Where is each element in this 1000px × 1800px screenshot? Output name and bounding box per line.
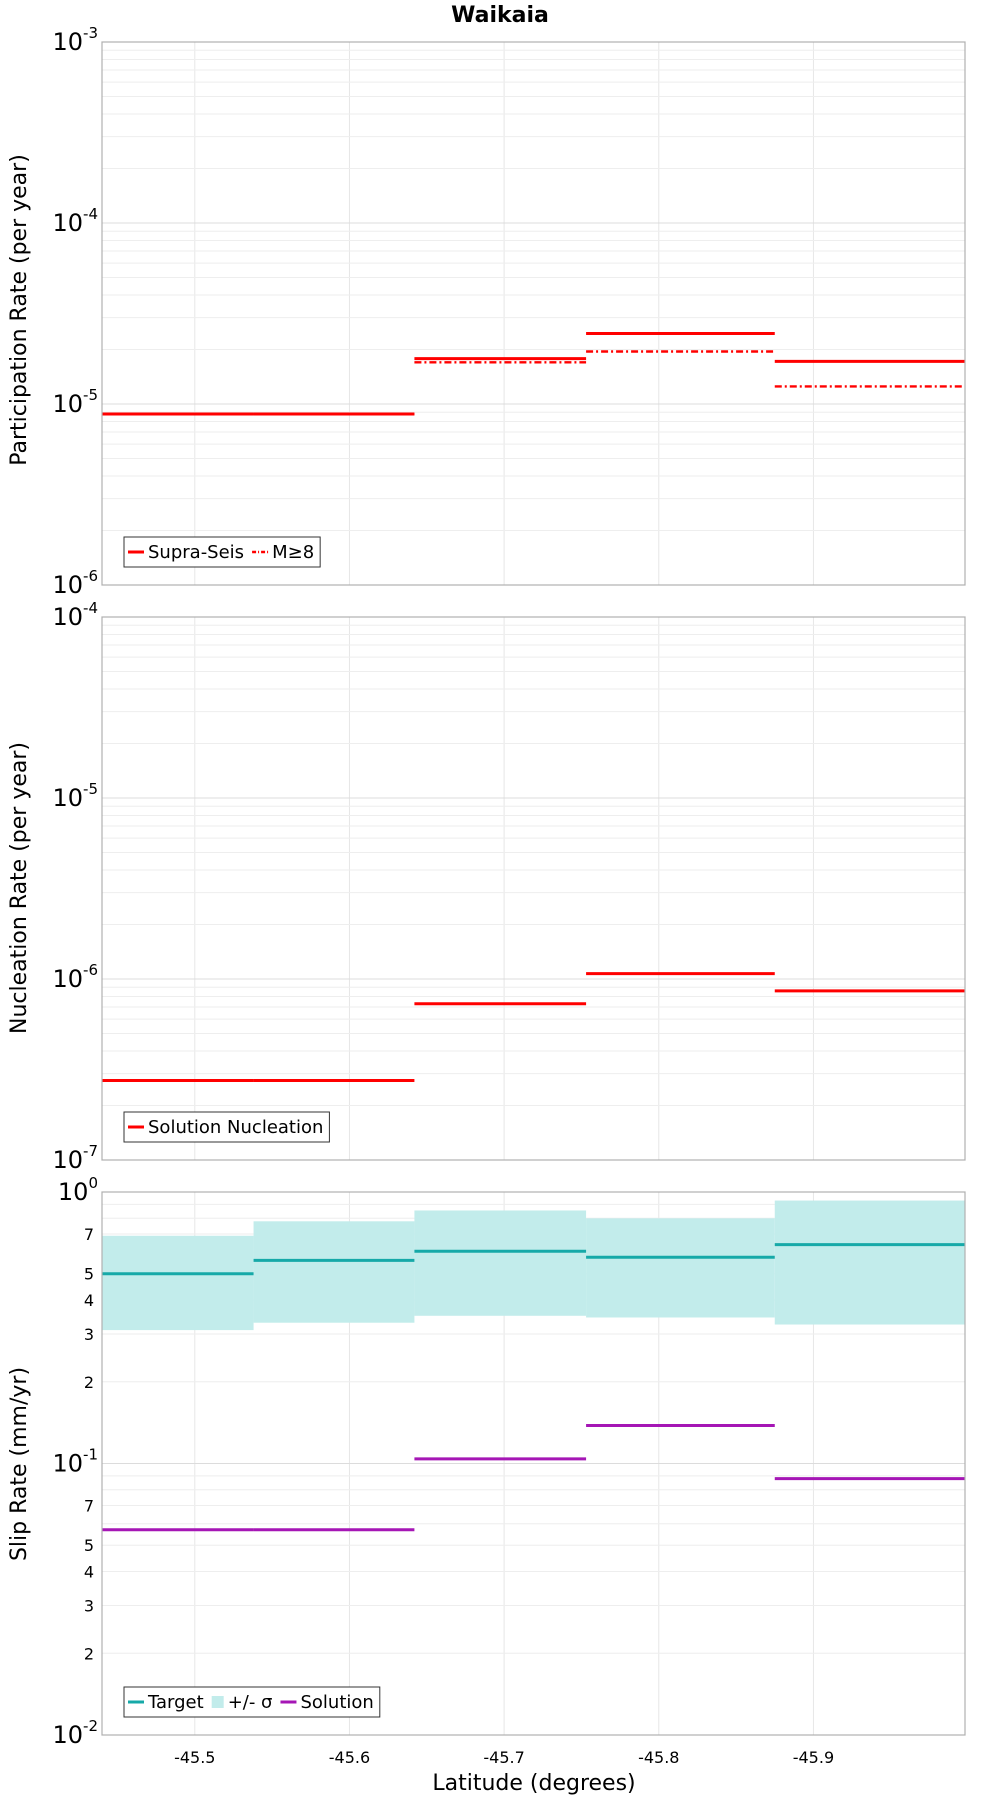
y-tick-label: 10-4	[52, 205, 98, 237]
nucleation-y-axis-label: Nucleation Rate (per year)	[7, 742, 32, 1034]
y-tick-label: 10-5	[52, 386, 98, 418]
x-axis-label: Latitude (degrees)	[432, 1771, 635, 1796]
y-minor-tick-label: 4	[84, 1291, 94, 1310]
participation-legend: Supra-Seis M≥8	[123, 536, 321, 568]
legend-box	[123, 1686, 381, 1718]
legend-label: Target	[147, 1692, 204, 1713]
x-tick-label: -45.5	[174, 1748, 215, 1767]
participation-data	[102, 332, 965, 416]
slip-x-ticks: -45.5 -45.6 -45.7 -45.8 -45.9	[174, 1748, 834, 1767]
y-tick-label: 10-7	[52, 1142, 98, 1174]
participation-rate-panel: 10-6 10-5 10-4 10-3 Participation Rate (per…	[7, 24, 966, 599]
sigma-band	[414, 1210, 587, 1316]
y-tick-label: 100	[58, 1174, 98, 1206]
nucleation-rate-panel: 10-7 10-6 10-5 10-4 Nucleation Rate (per ye…	[7, 599, 966, 1174]
legend-label: Solution Nucleation	[148, 1117, 323, 1138]
y-minor-tick-label: 7	[84, 1497, 94, 1516]
slip-legend: Target +/- σ Solution	[123, 1686, 381, 1718]
x-tick-label: -45.9	[793, 1748, 834, 1767]
y-minor-tick-label: 3	[84, 1325, 94, 1344]
y-tick-label: 10-5	[52, 780, 98, 812]
y-tick-label: 10-1	[52, 1446, 98, 1478]
sigma-band	[586, 1218, 775, 1318]
nucleation-plot-frame	[101, 616, 966, 1161]
y-tick-label: 10-4	[52, 599, 98, 631]
legend-box	[123, 1111, 330, 1143]
legend-label: +/- σ	[228, 1692, 273, 1713]
legend-swatch	[211, 1696, 224, 1708]
y-minor-tick-label: 2	[84, 1644, 94, 1663]
y-tick-label: 10-6	[52, 961, 98, 993]
y-tick-label: 10-6	[52, 567, 98, 599]
nucleation-y-ticks: 10-7 10-6 10-5 10-4	[52, 599, 98, 1174]
sigma-band	[102, 1235, 254, 1331]
chart-title: Waikaia	[451, 3, 549, 28]
y-minor-tick-label: 4	[84, 1563, 94, 1582]
y-minor-tick-label: 5	[84, 1536, 94, 1555]
legend-label: Solution	[300, 1692, 373, 1713]
legend-box	[123, 536, 321, 568]
sigma-band	[253, 1221, 415, 1323]
y-minor-tick-label: 5	[84, 1265, 94, 1284]
x-tick-label: -45.8	[638, 1748, 679, 1767]
y-minor-tick-label: 3	[84, 1596, 94, 1615]
nucleation-legend: Solution Nucleation	[123, 1111, 330, 1143]
participation-plot-frame	[101, 41, 966, 586]
sigma-band	[774, 1200, 965, 1325]
y-minor-tick-label: 2	[84, 1373, 94, 1392]
x-tick-label: -45.7	[483, 1748, 524, 1767]
slip-plot-frame	[101, 1191, 966, 1736]
nucleation-grid	[102, 617, 965, 1161]
y-tick-label: 10-2	[52, 1717, 98, 1749]
slip-y-ticks: 10-2 10-1 100 2 3 4 5 7 2 3 4 5 7	[52, 1174, 98, 1749]
x-tick-label: -45.6	[329, 1748, 370, 1767]
legend-label: M≥8	[272, 542, 314, 563]
slip-y-axis-label: Slip Rate (mm/yr)	[7, 1367, 32, 1561]
participation-y-ticks: 10-6 10-5 10-4 10-3	[52, 24, 98, 599]
y-minor-tick-label: 7	[84, 1225, 94, 1244]
participation-y-axis-label: Participation Rate (per year)	[7, 154, 32, 466]
y-tick-label: 10-3	[52, 24, 98, 56]
participation-grid	[102, 42, 965, 586]
slip-data	[102, 1200, 965, 1532]
legend-label: Supra-Seis	[148, 542, 244, 563]
nucleation-data	[102, 972, 965, 1082]
